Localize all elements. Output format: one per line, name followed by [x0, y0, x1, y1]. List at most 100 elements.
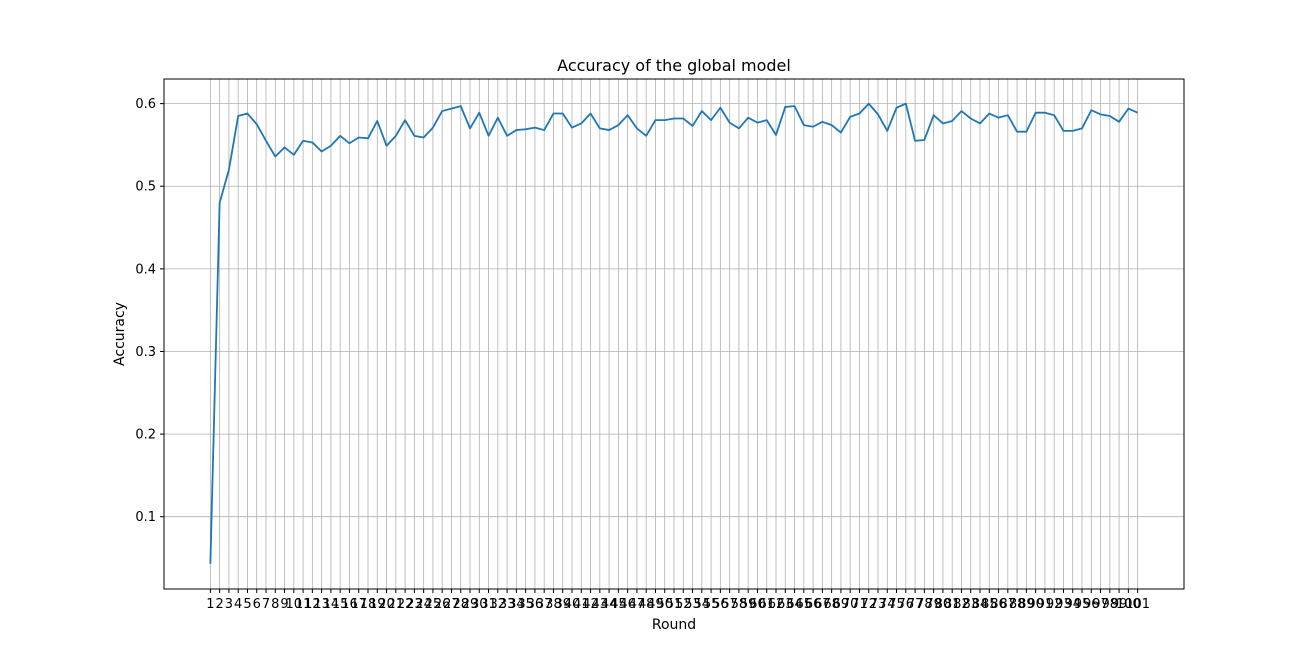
- x-tick-label: 51: [666, 597, 683, 612]
- x-tick-label: 4: [234, 597, 242, 612]
- x-tick-label: 10: [286, 597, 303, 612]
- y-tick-label: 0.6: [135, 97, 156, 112]
- x-tick-label: 49: [647, 597, 664, 612]
- x-tick-label: 73: [870, 597, 887, 612]
- x-tick-label: 14: [323, 597, 340, 612]
- x-tick-label: 7: [262, 597, 270, 612]
- x-tick-label: 8: [271, 597, 279, 612]
- x-tick-label: 33: [499, 597, 516, 612]
- x-tick-label: 94: [1064, 597, 1081, 612]
- x-tick-label: 39: [554, 597, 571, 612]
- x-tick-label: 55: [703, 597, 720, 612]
- x-tick-label: 30: [471, 597, 488, 612]
- series-layer: [209, 102, 1139, 564]
- x-tick-label: 66: [805, 597, 822, 612]
- x-tick-label: 82: [953, 597, 970, 612]
- x-tick-label: 100: [1116, 597, 1141, 612]
- x-tick-label: 38: [545, 597, 562, 612]
- x-tick-label: 89: [1018, 597, 1035, 612]
- x-tick-label: 67: [814, 597, 831, 612]
- x-tick-label: 25: [425, 597, 442, 612]
- x-tick-label: 41: [573, 597, 590, 612]
- x-tick-label: 91: [1037, 597, 1054, 612]
- x-tick-label: 54: [694, 597, 711, 612]
- x-tick-label: 19: [369, 597, 386, 612]
- x-tick-label: 87: [1000, 597, 1017, 612]
- x-tick-label: 81: [944, 597, 961, 612]
- x-tick-label: 99: [1111, 597, 1128, 612]
- y-axis-label: Accuracy: [112, 302, 128, 366]
- x-tick-label: 27: [443, 597, 460, 612]
- x-tick-label: 75: [888, 597, 905, 612]
- x-tick-label: 58: [731, 597, 748, 612]
- x-tick-label: 26: [434, 597, 451, 612]
- accuracy-series-line: [209, 102, 1139, 564]
- x-tick-label: 86: [990, 597, 1007, 612]
- x-tick-label: 79: [925, 597, 942, 612]
- x-tick-label: 37: [536, 597, 553, 612]
- x-gridlines: [209, 79, 1139, 589]
- x-tick-label: 65: [796, 597, 813, 612]
- x-tick-label: 50: [656, 597, 673, 612]
- x-tick-label: 42: [582, 597, 599, 612]
- x-tick-label: 31: [480, 597, 497, 612]
- x-tick-label: 85: [981, 597, 998, 612]
- x-tick-label: 52: [675, 597, 692, 612]
- x-tick-label: 56: [712, 597, 729, 612]
- x-tick-label: 9: [280, 597, 288, 612]
- x-axis-label: Round: [652, 617, 696, 633]
- x-tick-label: 43: [592, 597, 609, 612]
- x-tick-label: 83: [962, 597, 979, 612]
- x-tick-label: 98: [1102, 597, 1119, 612]
- y-axis-ticks: 0.1 0.2 0.3 0.4 0.5 0.6: [135, 97, 164, 525]
- x-tick-label: 35: [517, 597, 534, 612]
- chart-title: Accuracy of the global model: [557, 56, 791, 75]
- x-tick-label: 21: [388, 597, 405, 612]
- x-tick-label: 77: [907, 597, 924, 612]
- x-tick-label: 15: [332, 597, 349, 612]
- x-tick-label: 6: [253, 597, 261, 612]
- x-tick-label: 63: [777, 597, 794, 612]
- x-tick-label: 97: [1092, 597, 1109, 612]
- x-tick-label: 57: [721, 597, 738, 612]
- x-tick-label: 88: [1009, 597, 1026, 612]
- x-tick-label: 95: [1074, 597, 1091, 612]
- x-tick-label: 90: [1027, 597, 1044, 612]
- x-tick-label: 47: [629, 597, 646, 612]
- x-tick-label: 92: [1046, 597, 1063, 612]
- x-tick-label: 70: [842, 597, 859, 612]
- x-tick-label: 22: [397, 597, 414, 612]
- y-tick-label: 0.4: [135, 262, 156, 277]
- x-tick-label: 40: [564, 597, 581, 612]
- x-tick-label: 74: [879, 597, 896, 612]
- x-tick-label: 2: [215, 597, 223, 612]
- x-tick-label: 13: [313, 597, 330, 612]
- x-tick-label: 45: [610, 597, 627, 612]
- x-tick-label: 53: [684, 597, 701, 612]
- y-tick-label: 0.5: [135, 180, 156, 195]
- x-tick-label: 46: [619, 597, 636, 612]
- x-tick-label: 32: [490, 597, 507, 612]
- x-tick-label: 44: [601, 597, 618, 612]
- x-tick-label: 28: [452, 597, 469, 612]
- x-axis-ticks: 1 2 3 4 5 6 7 8 91011121314151617181920212223242…: [206, 589, 1150, 612]
- x-tick-label: 61: [758, 597, 775, 612]
- x-tick-label: 20: [378, 597, 395, 612]
- x-tick-label: 69: [833, 597, 850, 612]
- x-tick-label: 36: [527, 597, 544, 612]
- x-tick-label: 72: [860, 597, 877, 612]
- x-tick-label: 78: [916, 597, 933, 612]
- x-tick-label: 23: [406, 597, 423, 612]
- x-tick-label: 5: [243, 597, 251, 612]
- x-tick-label: 80: [935, 597, 952, 612]
- x-tick-label: 68: [823, 597, 840, 612]
- x-tick-label: 62: [768, 597, 785, 612]
- x-tick-label: 101: [1125, 597, 1150, 612]
- x-tick-label: 71: [851, 597, 868, 612]
- y-tick-label: 0.2: [135, 428, 156, 443]
- x-tick-label: 24: [415, 597, 432, 612]
- x-tick-label: 64: [786, 597, 803, 612]
- x-tick-label: 59: [740, 597, 757, 612]
- x-tick-label: 96: [1083, 597, 1100, 612]
